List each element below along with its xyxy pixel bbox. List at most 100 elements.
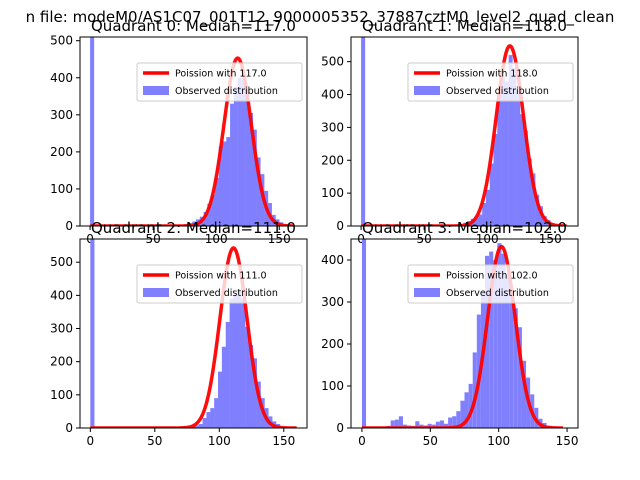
y-tick-label: 200 <box>321 337 344 351</box>
legend-observed-swatch <box>143 86 169 95</box>
axes-frame <box>79 36 308 227</box>
observed-bar <box>248 345 254 428</box>
observed-bar <box>222 141 227 226</box>
observed-bars <box>361 37 570 226</box>
poisson-curve <box>359 44 568 226</box>
x-tick-label: 50 <box>423 434 438 448</box>
observed-bar <box>452 416 457 428</box>
observed-bar <box>394 419 399 428</box>
observed-bar <box>509 293 514 428</box>
axes-frame <box>350 36 579 227</box>
observed-bar <box>218 146 223 226</box>
observed-bar <box>460 400 465 428</box>
observed-bar <box>482 202 487 226</box>
legend-box <box>407 62 574 102</box>
observed-bar <box>241 298 246 428</box>
observed-bar <box>517 327 522 428</box>
observed-bar <box>427 423 432 428</box>
observed-bar <box>531 173 536 226</box>
y-tick-label: 400 <box>50 288 73 302</box>
observed-bar <box>237 290 242 428</box>
y-tick-label: 400 <box>321 88 344 102</box>
observed-bar <box>505 276 510 428</box>
axes-frame <box>79 238 308 429</box>
subplot-3: 0 50 100 150 0 100 200 300 400 Quadrant 3: Median… <box>321 219 578 448</box>
y-tick-label: 100 <box>321 379 344 393</box>
observed-bar <box>485 255 490 428</box>
y-tick-label: 500 <box>321 55 344 69</box>
observed-bar <box>90 37 95 226</box>
observed-bar <box>516 91 521 226</box>
observed-bar <box>237 77 242 226</box>
y-tick-label: 500 <box>50 255 73 269</box>
observed-bar <box>202 418 207 428</box>
observed-bar <box>456 411 461 428</box>
observed-bar <box>472 352 477 428</box>
legend-poisson-label: Poission with 102.0 <box>446 271 538 282</box>
observed-bar <box>535 194 540 226</box>
legend: Poission with 117.0 Observed distribution <box>136 62 303 102</box>
subplot-title: Quadrant 0: Median=117.0 <box>91 17 296 35</box>
y-tick-label: 300 <box>50 322 73 336</box>
legend-observed-label: Observed distribution <box>175 86 278 97</box>
observed-bar <box>361 239 367 428</box>
legend-observed-label: Observed distribution <box>446 288 549 299</box>
y-tick-label: 100 <box>321 186 344 200</box>
subplot-title: Quadrant 3: Median=102.0 <box>362 219 567 237</box>
observed-bar <box>256 381 261 428</box>
observed-bar <box>504 81 509 226</box>
subplot-title: Quadrant 2: Median=111.0 <box>91 219 296 237</box>
observed-bar <box>521 360 527 428</box>
x-tick-label: 50 <box>147 434 162 448</box>
observed-bar <box>415 421 420 428</box>
observed-bar <box>90 239 95 428</box>
observed-bar <box>214 177 219 226</box>
observed-bar <box>464 392 469 428</box>
observed-bar <box>435 421 440 428</box>
observed-bar <box>489 251 494 428</box>
y-tick-label: 100 <box>50 182 73 196</box>
observed-bar <box>203 211 208 226</box>
poisson-curve <box>88 56 296 226</box>
axes-frame <box>350 238 579 429</box>
observed-bar <box>398 416 403 428</box>
subplot-title: Quadrant 1: Median=118.0 <box>362 17 567 35</box>
legend-poisson-label: Poission with 111.0 <box>175 271 267 282</box>
observed-bar <box>226 137 231 226</box>
x-tick-label: 0 <box>358 434 366 448</box>
observed-bar <box>443 423 449 428</box>
x-tick-label: 100 <box>487 434 510 448</box>
observed-bar <box>229 298 234 428</box>
legend-observed-swatch <box>414 86 440 95</box>
observed-bar <box>493 133 498 226</box>
legend: Poission with 102.0 Observed distribution <box>407 264 574 304</box>
legend-poisson-label: Poission with 117.0 <box>175 69 267 80</box>
y-tick-label: 300 <box>50 108 73 122</box>
observed-bar <box>241 79 246 226</box>
observed-bar <box>218 371 223 428</box>
legend-box <box>136 62 303 102</box>
observed-bar <box>497 243 502 428</box>
observed-bar <box>248 112 254 226</box>
observed-bar <box>497 94 502 226</box>
observed-bar <box>210 408 215 428</box>
observed-bar <box>493 260 498 428</box>
y-tick-label: 100 <box>50 388 73 402</box>
observed-bar <box>513 308 518 428</box>
observed-bar <box>206 412 211 428</box>
observed-bar <box>523 130 528 226</box>
poisson-curve <box>360 244 565 428</box>
y-tick-label: 400 <box>321 253 344 267</box>
figure-suptitle: n file: modeM0/AS1C07_001T12_9000005352_… <box>26 8 615 27</box>
legend-observed-swatch <box>143 288 169 297</box>
observed-bar <box>230 103 235 226</box>
y-tick-label: 200 <box>50 145 73 159</box>
observed-bars <box>361 239 563 428</box>
y-tick-label: 0 <box>65 421 73 435</box>
observed-bar <box>194 425 199 428</box>
observed-bar <box>519 114 525 226</box>
y-tick-label: 200 <box>321 153 344 167</box>
